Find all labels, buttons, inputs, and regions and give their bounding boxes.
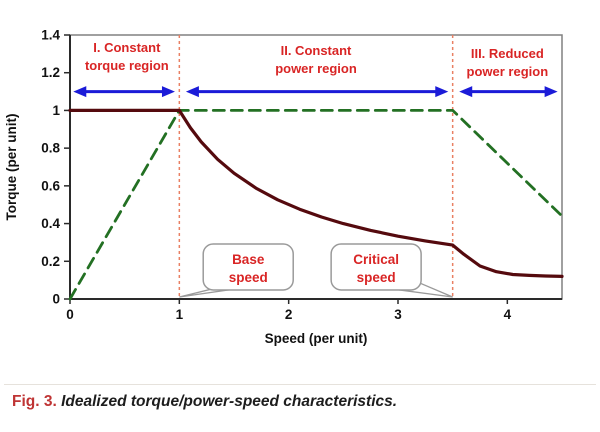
x-axis-title: Speed (per unit) xyxy=(265,331,368,346)
region-label-line1: II. Constant xyxy=(281,43,352,58)
torque-curve xyxy=(68,108,564,278)
x-tick-label: 3 xyxy=(394,307,402,322)
arrowhead-right-icon xyxy=(435,86,449,98)
arrowhead-left-icon xyxy=(185,86,199,98)
region-label-line2: power region xyxy=(275,61,357,76)
callout-bubble xyxy=(202,243,294,291)
callout-text-line2: speed xyxy=(357,270,396,285)
callout-bubble xyxy=(330,243,422,291)
figure-caption-text: Idealized torque/power-speed characteris… xyxy=(56,393,398,410)
plot-area xyxy=(69,34,563,300)
region-label-line1: I. Constant xyxy=(93,40,161,55)
y-tick-label: 0.2 xyxy=(41,254,60,269)
y-tick-label: 0.8 xyxy=(41,141,60,156)
callout-text-line1: Critical xyxy=(353,252,399,267)
region-label-line2: power region xyxy=(467,64,549,79)
callout-text-line2: speed xyxy=(229,270,268,285)
y-tick-label: 1.2 xyxy=(41,65,60,80)
arrowhead-left-icon xyxy=(73,86,87,98)
region-label-line2: torque region xyxy=(85,58,169,73)
y-tick-label: 0 xyxy=(52,292,60,307)
x-tick-label: 2 xyxy=(285,307,293,322)
region-label-line1: III. Reduced xyxy=(471,46,544,61)
x-tick-label: 4 xyxy=(504,307,512,322)
y-tick-label: 0.4 xyxy=(41,216,60,231)
power-curve xyxy=(68,109,564,301)
arrowhead-left-icon xyxy=(459,86,473,98)
caption-divider xyxy=(4,384,596,385)
x-tick-label: 1 xyxy=(176,307,184,322)
callout-text-line1: Base xyxy=(232,252,265,267)
y-tick-label: 1 xyxy=(52,103,60,118)
y-axis-title: Torque (per unit) xyxy=(4,114,19,221)
torque-speed-chart: 0 1 2 3 4 0 0.2 0.4 0.6 0.8 1 1.2 1.4 Speed (per unit… xyxy=(4,28,564,346)
arrowhead-right-icon xyxy=(161,86,175,98)
x-tick-label: 0 xyxy=(66,307,74,322)
y-tick-label: 0.6 xyxy=(41,178,60,193)
y-tick-label: 1.4 xyxy=(41,28,60,43)
figure-caption: Fig. 3. Idealized torque/power-speed cha… xyxy=(12,393,592,412)
arrowhead-right-icon xyxy=(544,86,558,98)
figure-number: Fig. 3. xyxy=(12,393,57,410)
